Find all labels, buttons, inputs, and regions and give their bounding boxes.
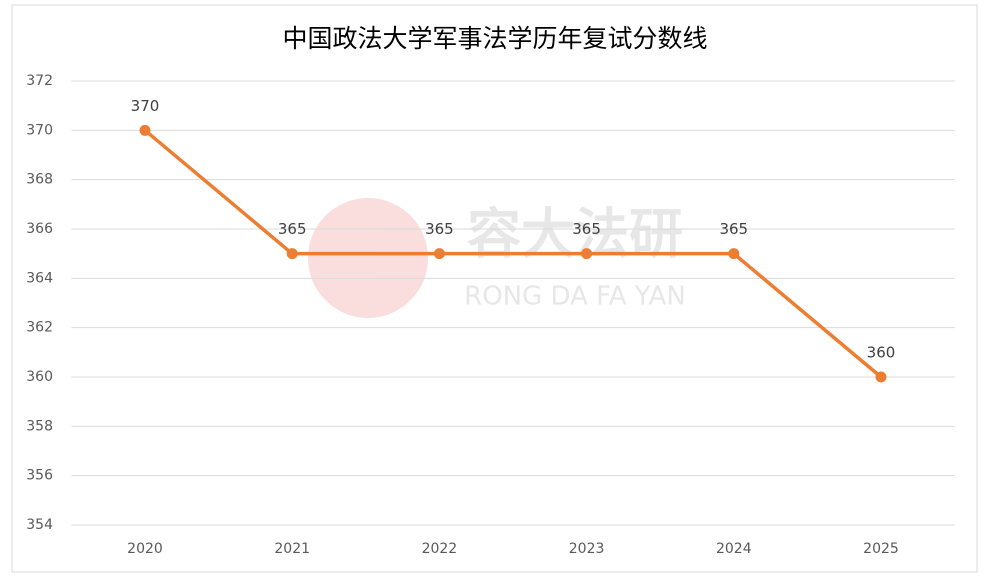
data-label: 370 (131, 97, 160, 115)
point (139, 124, 151, 136)
y-tick-label: 362 (26, 320, 53, 336)
data-label: 365 (278, 220, 307, 238)
watermark-subtitle: RONG DA FA YAN (464, 282, 686, 312)
x-tick-label: 2020 (127, 541, 163, 557)
x-tick-label: 2024 (716, 541, 752, 557)
y-tick-label: 368 (26, 172, 53, 188)
y-tick-label: 354 (26, 517, 53, 533)
x-tick-label: 2021 (274, 541, 310, 557)
y-tick-label: 372 (26, 73, 53, 89)
y-tick-label: 366 (26, 221, 53, 237)
data-label: 365 (425, 220, 454, 238)
watermark: 容大法研 RONG DA FA YAN (308, 198, 686, 318)
watermark-logo (308, 198, 428, 318)
point (875, 371, 887, 383)
data-label: 365 (572, 220, 601, 238)
y-tick-label: 360 (26, 369, 53, 385)
point (286, 248, 298, 260)
point (581, 248, 593, 260)
y-tick-label: 364 (26, 270, 53, 286)
y-tick-label: 356 (26, 468, 53, 484)
x-tick-label: 2022 (422, 541, 458, 557)
y-tick-label: 370 (26, 122, 53, 138)
chart-frame (11, 4, 978, 573)
data-label: 365 (719, 220, 748, 238)
y-tick-label: 358 (26, 418, 53, 434)
chart-title: 中国政法大学军事法学历年复试分数线 (282, 24, 707, 53)
x-tick-label: 2023 (569, 541, 605, 557)
x-tick-label: 2025 (863, 541, 899, 557)
point (728, 248, 740, 260)
line (143, 128, 883, 379)
data-label: 360 (867, 344, 896, 362)
point (433, 248, 445, 260)
